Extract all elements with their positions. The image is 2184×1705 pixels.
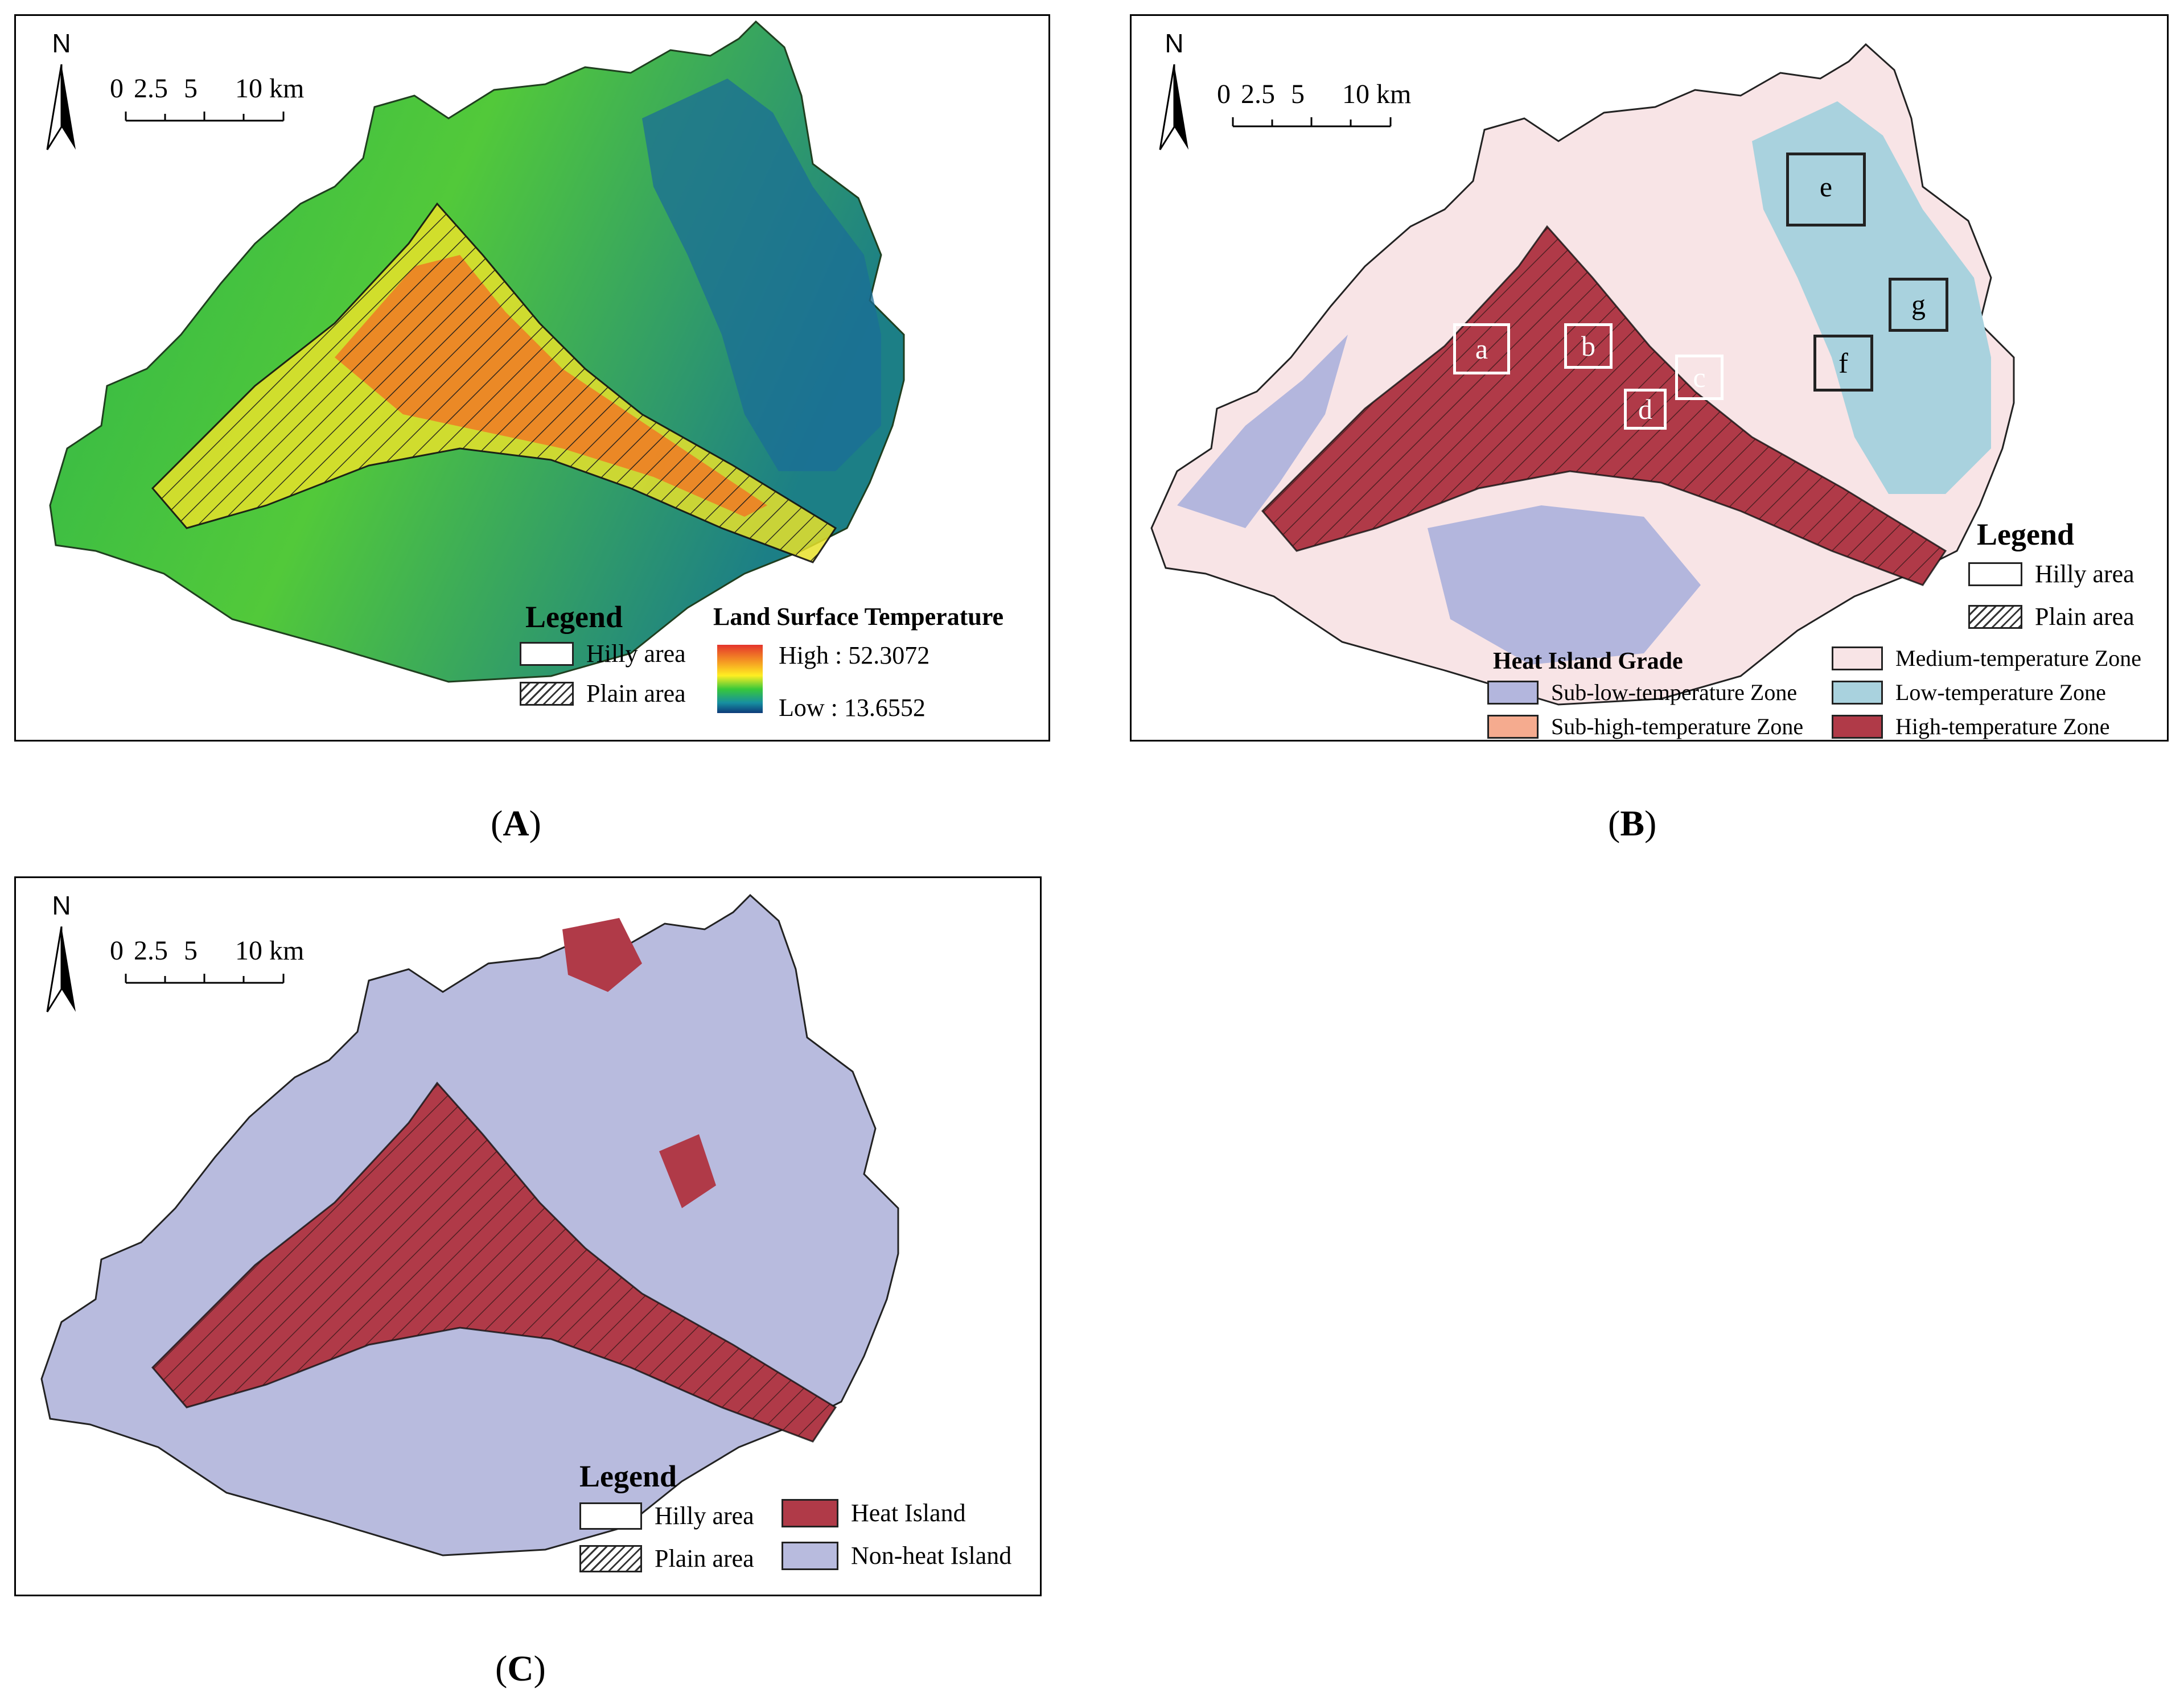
legend-title: Legend — [579, 1459, 677, 1493]
scale-bar: 0 2.5 5 10 km — [110, 935, 304, 998]
scale-label-0: 0 — [1217, 79, 1231, 109]
legend-plain-label: Plain area — [655, 1545, 754, 1572]
legend-low-temperature: Low-temperature Zone — [1832, 679, 2106, 706]
low-temperature-zone — [1752, 101, 1991, 494]
medium-label: Medium-temperature Zone — [1895, 645, 2142, 671]
north-label: N — [52, 891, 71, 920]
legend-medium-temperature: Medium-temperature Zone — [1832, 645, 2141, 672]
hilly-area-swatch — [520, 641, 574, 666]
zone-box-b: b — [1564, 323, 1613, 369]
zone-box-c: c — [1675, 355, 1724, 400]
zone-box-f: f — [1813, 335, 1873, 392]
legend-plain-area: Plain area — [579, 1544, 754, 1573]
north-arrow: N — [1157, 28, 1191, 150]
legend-non-heat-island: Non-heat Island — [782, 1541, 1011, 1570]
legend-hilly-label: Hilly area — [586, 640, 686, 668]
caption-a: (A) — [491, 803, 541, 843]
map-panel-a: N 0 2.5 5 10 km Legend Hilly area Plain … — [14, 14, 1050, 742]
plain-area-swatch — [1968, 604, 2022, 629]
sub-low-swatch — [1487, 680, 1539, 705]
map-panel-b: a b c d e f g N 0 2.5 5 10 km Legend Hil… — [1130, 14, 2169, 742]
hilly-area-swatch — [1968, 562, 2022, 586]
legend-title: Legend — [525, 600, 623, 634]
north-label: N — [1165, 28, 1184, 58]
sub-low-temperature-zone — [1177, 335, 1701, 665]
scale-label-10km: 10 km — [1342, 79, 1412, 109]
legend-high-temperature: High-temperature Zone — [1832, 713, 2110, 740]
sub-low-label: Sub-low-temperature Zone — [1551, 679, 1798, 705]
scale-label-2-5: 2.5 — [134, 936, 168, 966]
medium-swatch — [1832, 646, 1883, 670]
legend-heat-island-label: Heat Island — [851, 1499, 966, 1527]
legend-sub-low-temperature: Sub-low-temperature Zone — [1487, 679, 1797, 706]
hilly-area-swatch — [579, 1502, 642, 1530]
legend-heat-island: Heat Island — [782, 1498, 966, 1527]
zone-box-g: g — [1889, 278, 1948, 332]
legend-plain-label: Plain area — [2035, 603, 2134, 631]
scale-label-5: 5 — [1291, 79, 1305, 109]
scale-label-10km: 10 km — [235, 73, 305, 104]
plain-area-hatching — [151, 202, 837, 563]
north-arrow: N — [44, 28, 79, 150]
sub-high-label: Sub-high-temperature Zone — [1551, 714, 1804, 739]
low-swatch — [1832, 680, 1883, 705]
lst-high-label: High : 52.3072 — [779, 641, 930, 669]
scale-label-10km: 10 km — [235, 936, 305, 966]
legend-title: Legend — [1977, 517, 2075, 551]
caption-c: (C) — [495, 1648, 546, 1688]
heat-island-grade-title: Heat Island Grade — [1493, 648, 1683, 674]
non-heat-island-swatch — [782, 1541, 838, 1570]
legend-plain-area: Plain area — [1968, 602, 2134, 631]
map-panel-c: N 0 2.5 5 10 km Legend Hilly area Plain … — [14, 876, 1042, 1596]
caption-b: (B) — [1608, 803, 1657, 843]
north-arrow-icon — [46, 926, 76, 1012]
scale-label-0: 0 — [110, 73, 124, 104]
plain-area-hatching — [1261, 225, 1947, 586]
zone-box-a: a — [1453, 323, 1510, 374]
north-arrow-icon — [46, 64, 76, 150]
legend-plain-label: Plain area — [586, 679, 686, 707]
scale-bar: 0 2.5 5 10 km — [110, 73, 304, 135]
scale-label-2-5: 2.5 — [134, 73, 168, 104]
sub-high-swatch — [1487, 714, 1539, 739]
north-arrow: N — [44, 891, 79, 1012]
scale-ruler-icon — [125, 112, 285, 122]
scale-label-5: 5 — [184, 73, 198, 104]
heat-island-grade-map — [1150, 43, 2015, 706]
lst-color-ramp — [717, 645, 763, 713]
legend-hilly-area: Hilly area — [579, 1501, 754, 1530]
cold-mountain-zone — [642, 79, 881, 471]
plain-area-swatch — [520, 681, 574, 706]
legend-plain-area: Plain area — [520, 679, 686, 708]
legend-non-heat-island-label: Non-heat Island — [851, 1542, 1012, 1570]
scale-ruler-icon — [1232, 117, 1392, 127]
lst-map — [49, 20, 905, 683]
legend-hilly-label: Hilly area — [2035, 560, 2134, 588]
legend-sub-high-temperature: Sub-high-temperature Zone — [1487, 713, 1803, 740]
plain-area-swatch — [579, 1545, 642, 1572]
high-swatch — [1832, 714, 1883, 739]
legend-hilly-area: Hilly area — [1968, 559, 2134, 588]
low-label: Low-temperature Zone — [1895, 679, 2106, 705]
north-label: N — [52, 28, 71, 58]
scale-label-5: 5 — [184, 936, 198, 966]
scale-label-2-5: 2.5 — [1241, 79, 1275, 109]
plain-area-hatching — [151, 1081, 837, 1443]
lst-legend-title: Land Surface Temperature — [713, 603, 1004, 631]
heat-island-swatch — [782, 1498, 838, 1527]
scale-bar: 0 2.5 5 10 km — [1217, 79, 1411, 141]
legend-hilly-area: Hilly area — [520, 639, 686, 668]
lst-low-label: Low : 13.6552 — [779, 694, 926, 722]
scale-ruler-icon — [125, 974, 285, 984]
zone-box-e: e — [1786, 153, 1866, 226]
high-label: High-temperature Zone — [1895, 714, 2110, 739]
north-arrow-icon — [1159, 64, 1188, 150]
scale-label-0: 0 — [110, 936, 124, 966]
heat-island-map — [40, 893, 899, 1556]
legend-hilly-label: Hilly area — [655, 1502, 754, 1530]
zone-box-d: d — [1624, 389, 1667, 430]
